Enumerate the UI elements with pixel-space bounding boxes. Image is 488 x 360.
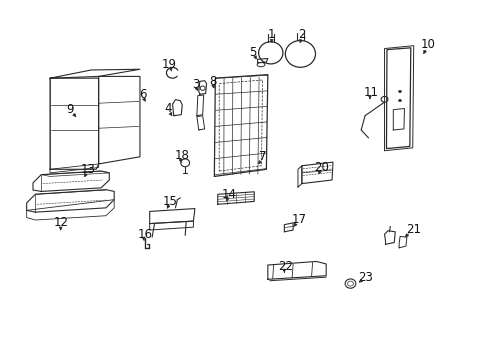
Text: 1: 1 bbox=[267, 28, 274, 41]
Text: 5: 5 bbox=[248, 46, 256, 59]
Text: 21: 21 bbox=[406, 223, 420, 236]
Text: 2: 2 bbox=[298, 28, 305, 41]
Text: 18: 18 bbox=[175, 149, 189, 162]
Text: 4: 4 bbox=[163, 102, 171, 115]
Text: 13: 13 bbox=[81, 163, 95, 176]
Text: 23: 23 bbox=[357, 271, 372, 284]
Text: 17: 17 bbox=[291, 213, 306, 226]
Text: 19: 19 bbox=[162, 58, 176, 72]
Text: 8: 8 bbox=[209, 75, 216, 88]
Text: 11: 11 bbox=[363, 86, 378, 99]
Text: 12: 12 bbox=[53, 216, 68, 229]
Text: 15: 15 bbox=[163, 195, 178, 208]
Text: 7: 7 bbox=[259, 150, 266, 163]
Text: 20: 20 bbox=[313, 161, 328, 174]
Text: 16: 16 bbox=[137, 228, 152, 241]
Text: 10: 10 bbox=[420, 39, 435, 51]
Text: 22: 22 bbox=[278, 260, 293, 273]
Text: 14: 14 bbox=[221, 188, 236, 201]
Text: 3: 3 bbox=[192, 78, 199, 91]
Text: 9: 9 bbox=[66, 103, 74, 116]
Text: 6: 6 bbox=[139, 89, 146, 102]
